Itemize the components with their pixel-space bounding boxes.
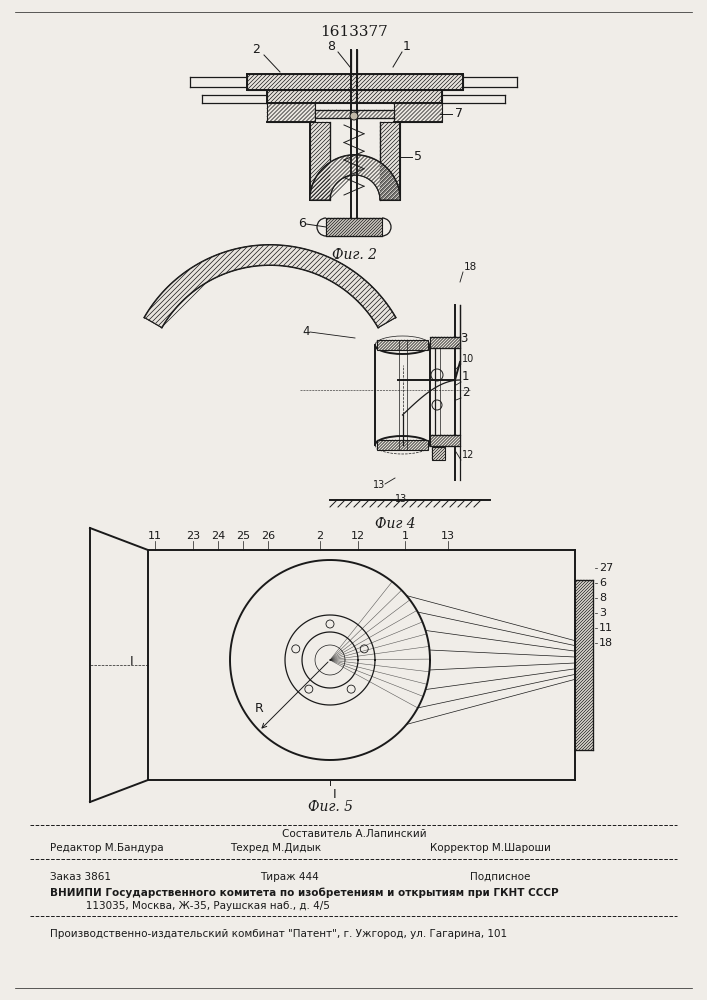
Text: 6: 6 xyxy=(298,217,306,230)
Polygon shape xyxy=(310,122,330,200)
Polygon shape xyxy=(267,90,442,103)
Text: 6: 6 xyxy=(599,578,606,588)
Text: ВНИИПИ Государственного комитета по изобретениям и открытиям при ГКНТ СССР: ВНИИПИ Государственного комитета по изоб… xyxy=(50,887,559,898)
Text: 5: 5 xyxy=(414,150,422,163)
Polygon shape xyxy=(377,440,428,450)
Text: 3: 3 xyxy=(460,332,467,345)
Text: 1: 1 xyxy=(403,40,411,53)
Text: 1: 1 xyxy=(462,370,469,383)
Text: 24: 24 xyxy=(211,531,225,541)
Text: Составитель А.Лапинский: Составитель А.Лапинский xyxy=(281,829,426,839)
Text: 1613377: 1613377 xyxy=(320,25,388,39)
Text: Тираж 444: Тираж 444 xyxy=(260,872,319,882)
Text: Подписное: Подписное xyxy=(470,872,530,882)
Text: 26: 26 xyxy=(261,531,275,541)
Text: 3: 3 xyxy=(599,608,606,618)
Text: Техред М.Дидык: Техред М.Дидык xyxy=(230,843,321,853)
Text: 2: 2 xyxy=(462,386,469,399)
Text: 8: 8 xyxy=(599,593,606,603)
Text: Заказ 3861: Заказ 3861 xyxy=(50,872,111,882)
Text: 18: 18 xyxy=(599,638,613,648)
Text: 8: 8 xyxy=(327,40,335,53)
Polygon shape xyxy=(377,340,428,350)
Text: 11: 11 xyxy=(599,623,613,633)
Text: 7: 7 xyxy=(455,107,463,120)
Text: 18: 18 xyxy=(464,262,477,272)
Polygon shape xyxy=(430,337,460,348)
Text: Производственно-издательский комбинат "Патент", г. Ужгород, ул. Гагарина, 101: Производственно-издательский комбинат "П… xyxy=(50,929,507,939)
Text: 25: 25 xyxy=(236,531,250,541)
Text: 12: 12 xyxy=(462,450,474,460)
Text: 10: 10 xyxy=(462,354,474,364)
Circle shape xyxy=(350,112,358,120)
Text: R: R xyxy=(255,702,264,715)
Text: 23: 23 xyxy=(186,531,200,541)
Polygon shape xyxy=(430,435,460,446)
Text: 13: 13 xyxy=(441,531,455,541)
Polygon shape xyxy=(432,447,445,460)
Text: Фиг. 2: Фиг. 2 xyxy=(332,248,377,262)
Text: 13: 13 xyxy=(373,480,385,490)
Polygon shape xyxy=(380,122,400,200)
Polygon shape xyxy=(315,110,394,118)
Text: 27: 27 xyxy=(599,563,613,573)
Text: 2: 2 xyxy=(252,43,260,56)
Text: 13: 13 xyxy=(395,494,407,504)
Polygon shape xyxy=(575,580,593,750)
Text: Редактор М.Бандура: Редактор М.Бандура xyxy=(50,843,163,853)
Text: 2: 2 xyxy=(317,531,324,541)
Text: 11: 11 xyxy=(148,531,162,541)
Polygon shape xyxy=(247,74,463,90)
Polygon shape xyxy=(144,245,396,328)
Text: I: I xyxy=(130,655,134,668)
Polygon shape xyxy=(326,218,382,236)
Text: 113035, Москва, Ж-35, Раушская наб., д. 4/5: 113035, Москва, Ж-35, Раушская наб., д. … xyxy=(50,901,330,911)
Polygon shape xyxy=(394,103,442,122)
Polygon shape xyxy=(267,103,315,122)
Polygon shape xyxy=(310,155,400,200)
Text: I: I xyxy=(333,788,337,801)
Text: Фиг. 5: Фиг. 5 xyxy=(308,800,353,814)
Text: Фиг 4: Фиг 4 xyxy=(375,517,415,531)
Text: 4: 4 xyxy=(302,325,310,338)
Text: Корректор М.Шароши: Корректор М.Шароши xyxy=(430,843,551,853)
Text: 1: 1 xyxy=(402,531,409,541)
Text: 12: 12 xyxy=(351,531,365,541)
